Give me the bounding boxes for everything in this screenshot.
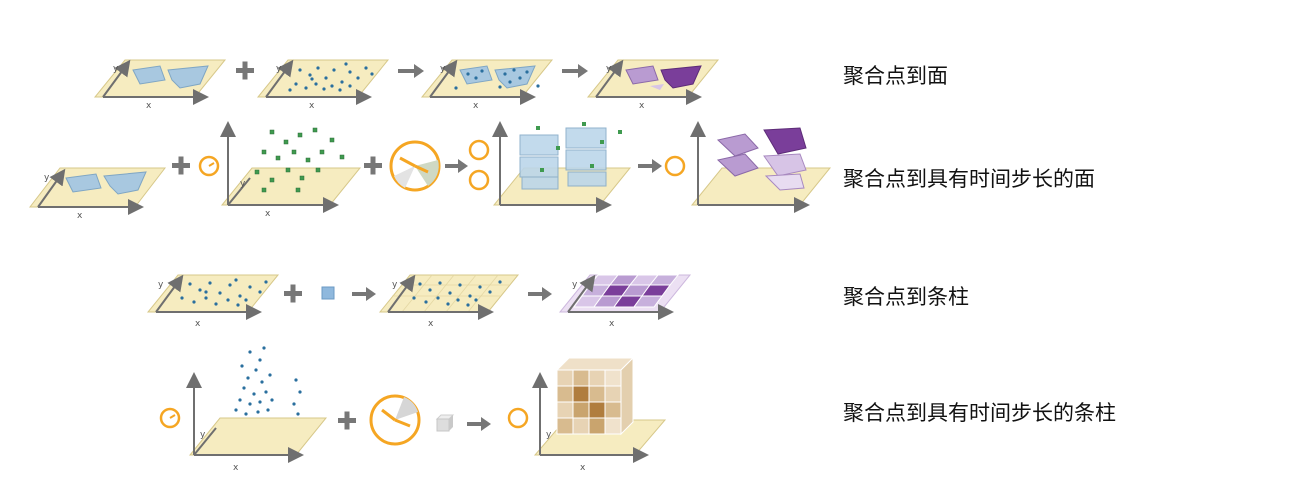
y-axis-label: y (606, 64, 612, 74)
x-axis-label: x (265, 209, 271, 219)
clock-icon (468, 139, 490, 191)
plane-with-points-grid-icon: x y (378, 274, 520, 329)
y-axis-label: y (572, 280, 578, 290)
x-axis-label: x (609, 319, 615, 329)
row-label-aggregate-to-polygons-time-step: 聚合点到具有时间步长的面 (843, 167, 1095, 191)
time-step-clock-icon (389, 140, 441, 192)
plane-with-points-icon: x y (146, 274, 280, 329)
row-label-aggregate-to-bins-time-step: 聚合点到具有时间步长的条柱 (843, 401, 1116, 425)
clock-icon (198, 155, 220, 177)
plus-icon (172, 156, 190, 175)
x-axis-label: x (473, 101, 479, 111)
plus-icon (236, 61, 254, 80)
space-time-points-icon: x y (186, 346, 328, 473)
x-axis-label: x (146, 101, 152, 111)
arrow-icon (467, 417, 491, 431)
y-axis-label: y (44, 173, 50, 183)
arrow-icon (352, 287, 376, 301)
clock-icon (159, 407, 181, 429)
time-step-clock-icon (369, 394, 421, 446)
plus-icon (364, 156, 382, 175)
space-time-cube-icon: x y (532, 356, 667, 473)
arrow-icon (562, 64, 588, 78)
cube-icon (435, 414, 455, 432)
space-time-points-icon: x y (220, 121, 362, 219)
y-axis-label: y (392, 280, 398, 290)
arrow-icon (398, 64, 424, 78)
arrow-icon (638, 159, 662, 173)
plane-with-polygons-icon: x y (28, 167, 167, 221)
row-label-aggregate-to-polygons: 聚合点到面 (843, 64, 948, 88)
plus-icon (284, 284, 302, 303)
y-axis-label: y (276, 64, 282, 74)
plus-icon (338, 411, 356, 430)
x-axis-label: x (309, 101, 315, 111)
x-axis-label: x (233, 463, 239, 473)
plane-purple-bins-icon: x y (558, 274, 692, 329)
row-2-diagram: x y (28, 121, 832, 221)
y-axis-label: y (440, 64, 446, 74)
space-time-polygons-icon (492, 121, 632, 213)
x-axis-label: x (428, 319, 434, 329)
plane-with-points-icon: x y (256, 59, 390, 111)
y-axis-label: y (200, 430, 206, 440)
bin-square-icon (321, 286, 335, 300)
y-axis-label: y (546, 430, 552, 440)
x-axis-label: x (77, 211, 83, 221)
arrow-icon (445, 159, 468, 173)
x-axis-label: x (195, 319, 201, 329)
arrow-icon (528, 287, 552, 301)
x-axis-label: x (639, 101, 645, 111)
clock-icon (664, 155, 686, 177)
space-time-purple-polygons-icon (690, 121, 832, 213)
row-4-diagram: x y (159, 346, 667, 473)
plane-with-polygons-icon: x y (93, 59, 227, 111)
x-axis-label: x (580, 463, 586, 473)
row-3-diagram: x y (146, 274, 692, 329)
plane-polygons-points-icon: x y (420, 59, 554, 111)
y-axis-label: y (113, 64, 119, 74)
y-axis-label: y (158, 280, 164, 290)
row-label-aggregate-to-bins: 聚合点到条柱 (843, 285, 969, 309)
clock-icon (507, 407, 529, 429)
row-1-diagram: x y x y (93, 59, 720, 111)
plane-purple-polygons-icon: x y (586, 59, 720, 111)
y-axis-label: y (240, 179, 246, 189)
